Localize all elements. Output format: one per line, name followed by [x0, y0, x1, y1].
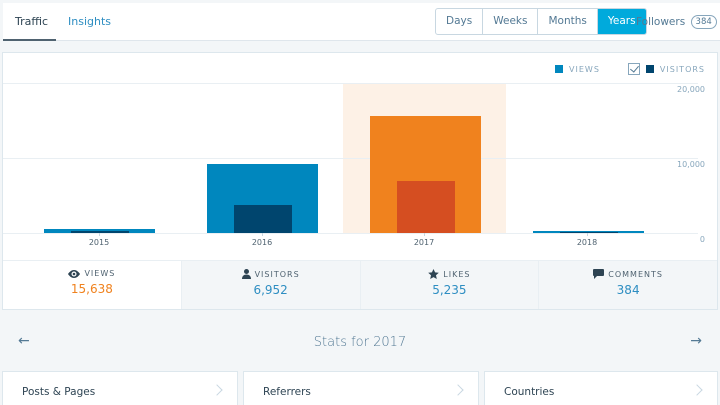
- period-title: Stats for 2017: [313, 335, 407, 350]
- period-weeks-button[interactable]: Weeks: [483, 9, 539, 34]
- followers-count-badge: 384: [690, 15, 717, 29]
- eye-icon: [68, 269, 81, 278]
- x-label-2018: 2018: [576, 238, 598, 247]
- chevron-right-icon: [452, 384, 464, 396]
- stat-value: 15,638: [70, 282, 113, 296]
- arrow-right-icon[interactable]: →: [690, 333, 702, 349]
- followers-label: Followers: [636, 16, 686, 28]
- period-navigation: ← Stats for 2017 →: [0, 325, 720, 361]
- gridline: [3, 158, 698, 159]
- legend-visitors-label: VISITORS: [659, 64, 705, 74]
- x-label-2017: 2017: [413, 238, 435, 247]
- stat-value: 5,235: [432, 283, 467, 297]
- views-swatch: [555, 65, 564, 73]
- section-nav: Traffic Insights Days Weeks Months Years…: [3, 3, 720, 41]
- module-title: Countries: [504, 386, 555, 398]
- stat-label: LIKES: [443, 269, 471, 279]
- chart-legend: VIEWS VISITORS: [527, 63, 705, 75]
- stats-chart-card: VIEWS VISITORS 20,000 10,000 0 2015 2016…: [3, 53, 717, 309]
- x-label-2015: 2015: [88, 238, 110, 247]
- stat-tab-views[interactable]: VIEWS 15,638: [3, 261, 182, 309]
- tab-traffic[interactable]: Traffic: [3, 3, 56, 41]
- tab-insights[interactable]: Insights: [68, 15, 112, 28]
- x-label-2016: 2016: [251, 238, 273, 247]
- stat-tab-visitors[interactable]: VISITORS 6,952: [181, 261, 361, 309]
- period-months-button[interactable]: Months: [538, 9, 598, 34]
- stat-label-row: COMMENTS: [539, 269, 717, 279]
- period-segmented-control: Days Weeks Months Years: [435, 8, 647, 35]
- x-tick: [424, 233, 425, 236]
- stat-tab-likes[interactable]: LIKES 5,235: [360, 261, 540, 309]
- visitors-checkbox[interactable]: [627, 63, 640, 75]
- visitors-bar-2015[interactable]: [70, 231, 129, 233]
- module-title: Referrers: [263, 386, 311, 398]
- arrow-left-icon[interactable]: ←: [18, 333, 30, 349]
- visitors-swatch: [645, 65, 654, 73]
- stat-value: 6,952: [253, 283, 288, 297]
- chevron-right-icon: [691, 384, 703, 396]
- star-icon: [428, 269, 440, 279]
- stat-tab-comments[interactable]: COMMENTS 384: [539, 261, 717, 309]
- comment-icon: [593, 269, 605, 279]
- legend-visitors[interactable]: VISITORS: [627, 63, 705, 75]
- gridline: [3, 83, 698, 84]
- chevron-right-icon: [211, 384, 223, 396]
- stat-label: VIEWS: [84, 269, 116, 278]
- visitors-bar-2017[interactable]: [396, 181, 455, 233]
- stat-label-row: LIKES: [361, 269, 539, 279]
- y-tick-label: 10,000: [677, 160, 705, 169]
- legend-views-label: VIEWS: [569, 64, 600, 74]
- person-icon: [241, 269, 251, 279]
- stat-label-row: VIEWS: [3, 269, 181, 278]
- module-referrers[interactable]: Referrers: [244, 372, 478, 405]
- stat-value: 384: [616, 283, 640, 297]
- visitors-bar-2016[interactable]: [233, 205, 292, 233]
- stat-tabs: VIEWS 15,638 VISITORS 6,952 LIKES 5,235 …: [3, 260, 717, 309]
- bar-chart: 20,000 10,000 0 2015 2016 2017 2018: [3, 83, 717, 247]
- followers-link[interactable]: Followers 384: [636, 3, 717, 41]
- legend-views: VIEWS: [555, 65, 600, 74]
- y-tick-label: 0: [699, 235, 705, 244]
- x-tick: [587, 233, 588, 236]
- stat-label-row: VISITORS: [182, 269, 360, 279]
- period-years-button[interactable]: Years: [597, 9, 646, 34]
- period-days-button[interactable]: Days: [436, 9, 484, 34]
- module-countries[interactable]: Countries: [485, 372, 717, 405]
- module-posts-pages[interactable]: Posts & Pages: [3, 372, 237, 405]
- stat-label: VISITORS: [254, 269, 300, 279]
- module-title: Posts & Pages: [22, 386, 96, 398]
- stat-label: COMMENTS: [608, 269, 663, 279]
- gridline-baseline: [3, 233, 698, 234]
- y-tick-label: 20,000: [677, 85, 705, 94]
- x-tick: [99, 233, 100, 236]
- x-tick: [262, 233, 263, 236]
- visitors-bar-2018[interactable]: [559, 232, 618, 233]
